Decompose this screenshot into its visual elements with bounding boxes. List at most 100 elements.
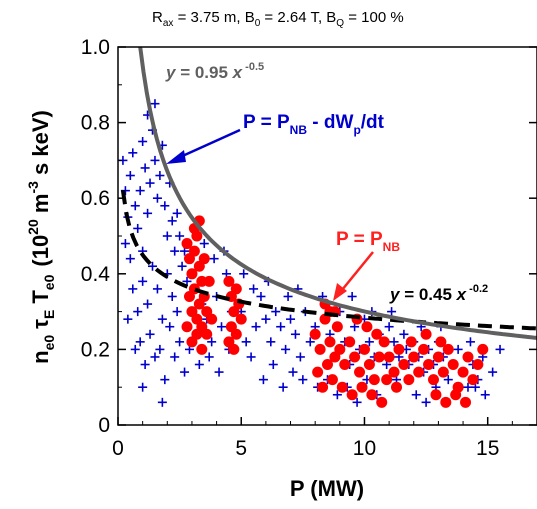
plus-point-38 (167, 291, 177, 301)
dot-point-65 (361, 321, 373, 333)
plus-point-73 (271, 307, 281, 317)
plus-point-69 (251, 322, 261, 332)
dot-point-73 (423, 359, 435, 371)
dot-point-78 (447, 359, 459, 371)
plus-point-150 (347, 291, 357, 301)
plus-point-82 (278, 382, 288, 392)
plus-point-36 (157, 314, 167, 324)
plus-point-55 (207, 337, 217, 347)
plus-point-42 (155, 344, 165, 354)
plus-point-113 (399, 329, 409, 339)
y-tick-label-3: 0.6 (81, 187, 110, 210)
plus-point-145 (199, 239, 209, 249)
chart-title: Rax = 3.75 m, B0 = 2.64 T, BQ = 100 % (152, 9, 404, 29)
x-tick-label-10: 10 (353, 437, 376, 460)
plus-point-155 (465, 337, 475, 347)
dot-point-67 (381, 374, 393, 386)
dot-point-41 (317, 381, 329, 393)
dot-point-2 (186, 268, 198, 280)
series-plus-points (118, 99, 505, 407)
plus-point-84 (298, 375, 308, 385)
dot-point-25 (223, 275, 235, 287)
dot-point-77 (442, 343, 454, 355)
plus-point-6 (120, 239, 130, 249)
dot-point-3 (188, 245, 200, 257)
plus-point-138 (488, 367, 498, 377)
dot-point-88 (420, 328, 432, 340)
plus-point-11 (140, 163, 150, 173)
fit-upper-label: y = 0.95 x -0.5 (165, 61, 264, 82)
plus-point-63 (214, 367, 224, 377)
plus-point-76 (286, 314, 296, 324)
dot-point-43 (326, 374, 338, 386)
dot-point-38 (324, 336, 336, 348)
plus-point-49 (180, 367, 190, 377)
dot-point-71 (413, 366, 425, 378)
dot-point-7 (198, 253, 210, 265)
dot-point-72 (418, 343, 430, 355)
plus-point-43 (165, 322, 175, 332)
dot-point-66 (371, 328, 383, 340)
x-axis-label: P (MW) (290, 476, 364, 501)
plus-point-48 (170, 352, 180, 362)
plus-point-61 (194, 360, 204, 370)
dot-point-24 (206, 313, 218, 325)
plus-point-32 (138, 276, 148, 286)
plus-point-39 (172, 307, 182, 317)
dot-point-92 (405, 336, 417, 348)
plus-point-97 (364, 337, 374, 347)
plus-point-67 (241, 337, 251, 347)
plus-point-85 (305, 337, 315, 347)
plus-point-130 (411, 390, 421, 400)
plus-point-27 (172, 208, 182, 218)
dot-point-48 (339, 359, 351, 371)
plus-point-44 (175, 337, 185, 347)
dot-point-86 (450, 389, 462, 401)
dot-point-52 (358, 343, 370, 355)
plus-point-80 (258, 375, 268, 385)
plus-point-4 (128, 148, 138, 158)
y-tick-label-0: 0 (98, 414, 110, 437)
dot-point-51 (354, 366, 366, 378)
dot-point-22 (181, 321, 193, 333)
dot-point-63 (393, 343, 405, 355)
plus-point-23 (162, 231, 172, 241)
plus-point-70 (256, 291, 266, 301)
arrow-red (333, 251, 374, 301)
dot-point-60 (378, 336, 390, 348)
plus-point-131 (421, 397, 431, 407)
plus-point-33 (143, 299, 153, 309)
dot-point-74 (427, 374, 439, 386)
dot-point-19 (201, 328, 213, 340)
plus-point-111 (389, 337, 399, 347)
plus-point-29 (177, 261, 187, 271)
dot-point-0 (181, 238, 193, 250)
plus-point-144 (209, 254, 219, 264)
dot-point-31 (230, 328, 242, 340)
dot-point-42 (322, 359, 333, 371)
plus-point-5 (130, 201, 140, 211)
dot-point-36 (314, 343, 326, 355)
x-tick-label-15: 15 (476, 437, 499, 460)
arrow-blue (166, 128, 241, 164)
plus-point-83 (288, 367, 298, 377)
plus-point-139 (495, 344, 505, 354)
dot-point-85 (440, 396, 452, 408)
plus-point-75 (281, 344, 291, 354)
plus-point-71 (261, 314, 271, 324)
plus-point-124 (453, 344, 463, 354)
dot-point-44 (331, 321, 343, 333)
plus-point-62 (204, 352, 214, 362)
x-axis-ticks: 0 5 10 15 (112, 417, 513, 460)
plus-point-9 (135, 186, 145, 196)
dot-point-28 (230, 283, 242, 295)
plus-point-102 (332, 390, 342, 400)
dot-point-76 (437, 366, 449, 378)
dot-point-34 (228, 343, 240, 355)
annotation-pnb: P = PNB (336, 229, 400, 254)
plus-point-18 (155, 171, 165, 181)
dot-point-75 (432, 351, 444, 363)
plus-point-35 (152, 284, 162, 294)
plus-point-57 (217, 322, 227, 332)
fit-curve-upper (138, 46, 537, 340)
